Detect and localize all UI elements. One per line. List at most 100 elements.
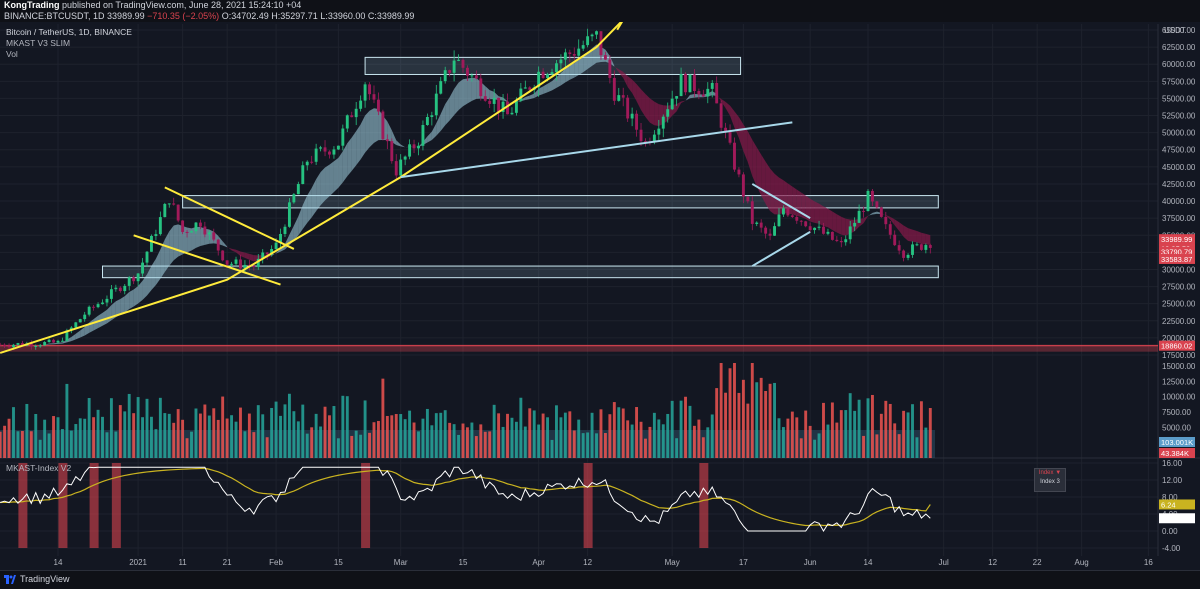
volume-bar — [488, 431, 491, 458]
candle-body — [413, 144, 416, 148]
volume-bar — [648, 427, 651, 458]
volume-bar — [831, 402, 834, 458]
volume-bar — [795, 417, 798, 458]
price-tick-label: 37500.00 — [1162, 214, 1196, 223]
candle-body — [511, 113, 514, 114]
candle-body — [635, 114, 638, 130]
candle-body — [515, 101, 518, 113]
volume-bar — [159, 398, 162, 458]
candle-body — [292, 194, 295, 202]
volume-bar — [430, 425, 433, 458]
date-tick-label: Jun — [804, 558, 817, 567]
candle-body — [760, 223, 763, 228]
volume-bar — [573, 430, 576, 458]
volume-bar — [582, 433, 585, 458]
osc-signal-bar — [112, 463, 121, 548]
candle-body — [453, 61, 456, 73]
candle-body — [822, 227, 825, 234]
legend-indicator[interactable]: MKAST V3 SLIM — [6, 38, 132, 49]
volume-bar — [141, 417, 144, 458]
ribbon-segment — [467, 78, 471, 104]
volume-bar — [591, 413, 594, 458]
volume-bar — [43, 420, 46, 458]
volume-bar — [742, 380, 745, 458]
candle-body — [769, 234, 772, 236]
volume-bar — [608, 414, 611, 458]
candle-body — [359, 101, 362, 109]
ribbon-segment — [347, 137, 351, 176]
osc-signal-bar — [699, 463, 708, 548]
candle-body — [430, 115, 433, 117]
candle-body — [315, 149, 318, 162]
volume-bar — [524, 427, 527, 458]
candle-body — [617, 95, 620, 101]
volume-bar — [230, 415, 233, 458]
price-tag-label: 103.001K — [1161, 438, 1193, 447]
volume-bar — [600, 409, 603, 458]
price-tag-33583.87: 33583.87 — [1159, 254, 1195, 264]
volume-bar — [92, 417, 95, 458]
candle-body — [43, 342, 46, 345]
volume-bar — [791, 412, 794, 458]
volume-bar — [168, 414, 171, 458]
date-tick-label: 22 — [1033, 558, 1042, 567]
candle-body — [844, 239, 847, 242]
candle-body — [297, 184, 300, 194]
volume-bar — [920, 401, 923, 458]
volume-bar — [804, 411, 807, 458]
volume-bar — [826, 425, 829, 458]
footer-brand[interactable]: TradingView — [20, 574, 70, 584]
volume-bar — [239, 408, 242, 458]
volume-bar — [453, 424, 456, 458]
candle-body — [497, 98, 500, 112]
candle-body — [626, 98, 629, 119]
candle-body — [689, 75, 692, 93]
volume-bar — [916, 437, 919, 458]
volume-bar — [12, 407, 15, 458]
ribbon-segment — [775, 174, 779, 215]
candle-body — [675, 96, 678, 99]
volume-bar — [181, 420, 184, 458]
volume-bar — [337, 438, 340, 458]
candle-body — [924, 245, 927, 250]
candle-body — [542, 72, 545, 78]
candle-body — [74, 322, 77, 327]
volume-bar — [675, 438, 678, 458]
candle-body — [746, 197, 749, 202]
volume-bar — [101, 417, 104, 458]
ribbon-segment — [926, 234, 930, 245]
candle-body — [559, 60, 562, 64]
ribbon-segment — [654, 102, 658, 126]
ribbon-segment — [334, 158, 338, 192]
candle-body — [395, 161, 398, 175]
volume-bar — [57, 417, 60, 458]
candle-body — [858, 211, 861, 223]
volume-bar — [208, 416, 211, 458]
candle-body — [693, 75, 696, 92]
volume-bar — [689, 406, 692, 458]
volume-bar — [760, 378, 763, 458]
volume-bar — [70, 431, 73, 458]
volume-bar — [724, 393, 727, 458]
volume-bar — [8, 419, 11, 458]
price-tick-label: 30000.00 — [1162, 265, 1196, 274]
volume-bar — [782, 427, 785, 458]
volume-bar — [177, 409, 180, 458]
volume-bar — [640, 422, 643, 458]
index-box[interactable]: Index ▼ Index 3 — [1034, 468, 1066, 492]
candle-body — [684, 74, 687, 92]
volume-bar — [617, 407, 620, 458]
legend-volume[interactable]: Vol — [6, 49, 132, 60]
volume-bar — [764, 391, 767, 458]
ribbon-segment — [174, 224, 178, 260]
date-tick-label: 11 — [178, 558, 187, 567]
publisher-name[interactable]: KongTrading — [4, 0, 60, 10]
candle-body — [239, 259, 242, 268]
oscillator-title[interactable]: MKAST-Index V2 — [6, 463, 71, 473]
candle-body — [702, 95, 705, 97]
ribbon-segment — [352, 131, 356, 171]
candle-body — [48, 340, 51, 342]
volume-bar — [644, 439, 647, 458]
volume-bar — [484, 432, 487, 458]
